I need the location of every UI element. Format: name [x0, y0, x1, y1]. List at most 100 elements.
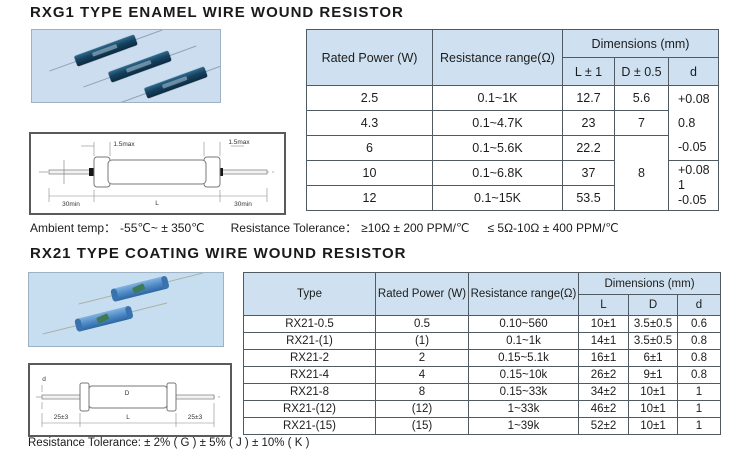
cell-range: 1~33k — [468, 400, 579, 418]
dim-label-lead-left: 30min — [62, 201, 80, 208]
dim-label-lead-diameter: d — [42, 376, 46, 383]
rx21-drawing-svg: D d 25±3 L 25±3 — [36, 376, 220, 427]
cell-l: 46±2 — [578, 400, 629, 418]
d-tol-minus: -0.05 — [678, 193, 707, 207]
cell-range: 0.1~1k — [468, 332, 579, 350]
d-tol-plus: +0.08 — [678, 163, 710, 177]
cell-l: 52±2 — [578, 417, 629, 435]
col-header-d-upper: D — [628, 294, 678, 316]
table-row: RX21-(15) (15) 1~39k 52±2 10±1 1 — [243, 417, 722, 435]
cell-range: 0.1~4.7K — [432, 110, 563, 136]
section2-title: RX21 TYPE COATING WIRE WOUND RESISTOR — [30, 245, 407, 262]
rxg1-dimension-drawing: 1.5max 1.5max 30min L 30min — [29, 132, 286, 215]
col-header-rated-power: Rated Power (W) — [375, 272, 469, 316]
cell-l: 22.2 — [562, 135, 615, 161]
table-row: 6 0.1~5.6K 22.2 8 — [306, 135, 719, 211]
d-tol-minus: -0.05 — [678, 140, 707, 155]
col-header-rated-power: Rated Power (W) — [306, 29, 433, 86]
cell-l: 14±1 — [578, 332, 629, 350]
cell-d-upper: 10±1 — [628, 383, 678, 401]
cell-d-lower: 0.8 — [676, 332, 722, 350]
cell-l: 26±2 — [578, 366, 629, 384]
cell-power: 2 — [375, 349, 469, 367]
dim-label-lead-right: 25±3 — [188, 414, 203, 421]
cell-l: 23 — [562, 110, 615, 136]
resistance-tolerance-value-2: ≤ 5Ω-10Ω ± 400 PPM/℃ — [487, 221, 619, 235]
cell-d-upper: 3.5±0.5 — [628, 332, 678, 350]
cell-power: (1) — [375, 332, 469, 350]
d-tol-nominal: 1 — [678, 178, 685, 192]
rx21-spec-table: Type Rated Power (W) Resistance range(Ω)… — [243, 272, 722, 435]
cell-range: 1~39k — [468, 417, 579, 435]
ambient-temp-label: Ambient temp： — [30, 221, 117, 235]
cell-d-upper: 10±1 — [628, 400, 678, 418]
cell-power: 8 — [375, 383, 469, 401]
table-row: RX21-4 4 0.15~10k 26±2 9±1 0.8 — [243, 366, 722, 384]
cell-d-upper: 3.5±0.5 — [628, 315, 678, 333]
cell-d-upper: 6±1 — [628, 349, 678, 367]
col-header-dimensions: Dimensions (mm) — [561, 29, 720, 58]
cell-type: RX21-(15) — [243, 417, 376, 435]
col-header-l: L ± 1 — [562, 57, 615, 86]
cell-range: 0.1~6.8K — [432, 160, 563, 186]
table-row: RX21-8 8 0.15~33k 34±2 10±1 1 — [243, 383, 722, 401]
col-header-d-lower: d — [667, 57, 720, 86]
rx21-dimension-drawing: D d 25±3 L 25±3 — [28, 363, 232, 437]
table-row: 4.3 0.1~4.7K 23 7 — [306, 110, 719, 136]
cell-power: (15) — [375, 417, 469, 435]
rxg1-drawing-svg: 1.5max 1.5max 30min L 30min — [39, 139, 274, 208]
cell-range: 0.1~15K — [432, 185, 563, 211]
section1-title: RXG1 TYPE ENAMEL WIRE WOUND RESISTOR — [30, 4, 404, 21]
cell-range: 0.15~5.1k — [468, 349, 579, 367]
cell-d-upper: 9±1 — [628, 366, 678, 384]
col-header-type: Type — [243, 272, 376, 316]
rxg1-spec-table: Rated Power (W) Resistance range(Ω) Dime… — [306, 29, 720, 211]
cell-d-upper: 5.6 — [614, 85, 669, 111]
cell-d-lower: 1 — [676, 383, 722, 401]
cell-d-lower: 1 — [676, 400, 722, 418]
cell-l: 37 — [562, 160, 615, 186]
cell-d-lower: 0.8 — [676, 349, 722, 367]
dim-label-cap-left: 1.5max — [113, 141, 135, 148]
dim-label-cap-right: 1.5max — [228, 139, 250, 146]
cell-l: 10±1 — [578, 315, 629, 333]
table-row: RX21-(1) (1) 0.1~1k 14±1 3.5±0.5 0.8 — [243, 332, 722, 350]
cell-d-upper: 7 — [614, 110, 669, 136]
cell-range: 0.15~33k — [468, 383, 579, 401]
cell-l: 53.5 — [562, 185, 615, 211]
col-header-l: L — [578, 294, 629, 316]
cell-l: 12.7 — [562, 85, 615, 111]
rxg1-product-photo — [31, 29, 221, 103]
cell-power: 12 — [306, 185, 433, 211]
dim-label-lead-right: 30min — [234, 201, 252, 208]
cell-d-upper: 10±1 — [628, 417, 678, 435]
cell-l: 34±2 — [578, 383, 629, 401]
cell-d-lower: 0.8 — [676, 366, 722, 384]
cell-type: RX21-2 — [243, 349, 376, 367]
cell-l: 16±1 — [578, 349, 629, 367]
table-row: 10 0.1~6.8K 37 +0.08 1 -0.05 — [306, 160, 720, 211]
resistance-tolerance-label: Resistance Tolerance： — [230, 221, 358, 235]
cell-type: RX21-(12) — [243, 400, 376, 418]
cell-type: RX21-8 — [243, 383, 376, 401]
rx21-product-photo — [28, 272, 224, 347]
cell-d-tolerance-a: +0.08 0.8 -0.05 — [667, 85, 720, 161]
table-row: RX21-(12) (12) 1~33k 46±2 10±1 1 — [243, 400, 722, 418]
cell-d-tolerance-b: +0.08 1 -0.05 — [667, 160, 720, 211]
cell-range: 0.1~1K — [432, 85, 563, 111]
col-header-dimensions: Dimensions (mm) — [577, 272, 722, 295]
cell-range: 0.1~5.6K — [432, 135, 563, 161]
cell-range: 0.15~10k — [468, 366, 579, 384]
cell-power: 0.5 — [375, 315, 469, 333]
table-row: 12 0.1~15K 53.5 — [306, 185, 719, 211]
table-row: RX21-0.5 0.5 0.10~560 10±1 3.5±0.5 0.6 — [243, 315, 722, 333]
col-header-resistance-range: Resistance range(Ω) — [432, 29, 563, 86]
cell-power: 10 — [306, 160, 433, 186]
col-header-resistance-range: Resistance range(Ω) — [468, 272, 579, 316]
cell-d-lower: 0.6 — [676, 315, 722, 333]
cell-power: 4 — [375, 366, 469, 384]
table-row: 2.5 0.1~1K 12.7 5.6 +0.08 0.8 -0.05 — [306, 85, 720, 161]
cell-d-lower: 1 — [676, 417, 722, 435]
dim-label-body-length: L — [126, 414, 130, 421]
